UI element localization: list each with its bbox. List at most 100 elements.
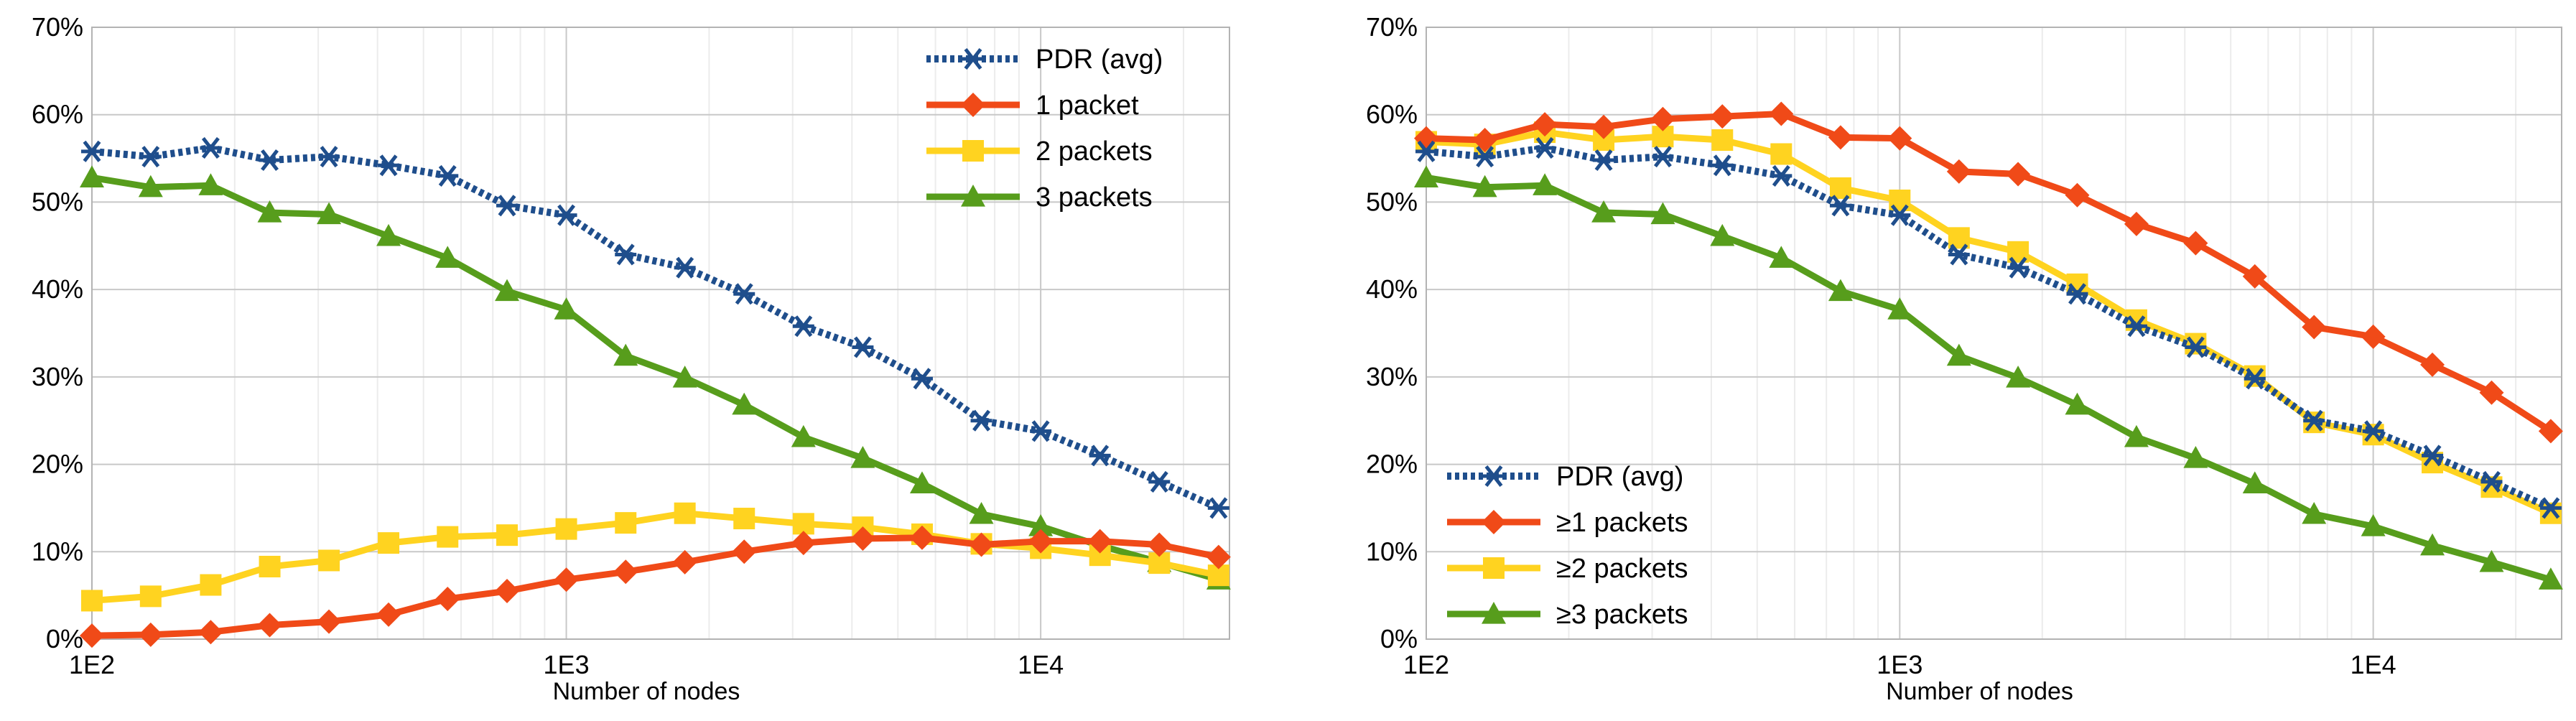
marker-star-4: [318, 146, 340, 168]
series-3: [1414, 165, 2563, 590]
marker-diamond-16: [1028, 529, 1054, 554]
marker-star-4: [1652, 146, 1674, 168]
marker-triangle-17: [2420, 533, 2445, 556]
marker-star-legend-0: [1483, 465, 1505, 488]
marker-star-12: [2125, 315, 2147, 338]
series-1: [80, 525, 1231, 648]
marker-square-7: [496, 524, 519, 546]
marker-star-2: [200, 136, 222, 159]
series-0: [81, 136, 1229, 519]
marker-triangle-14: [2242, 471, 2267, 493]
series-line: [1426, 174, 2552, 583]
marker-star-19: [2539, 497, 2562, 519]
legend-label: 3 packets: [1036, 182, 1153, 213]
marker-diamond-5: [376, 602, 401, 627]
marker-triangle-3: [1591, 200, 1617, 223]
marker-diamond-8: [1887, 126, 1912, 151]
marker-diamond-17: [2420, 352, 2445, 377]
marker-triangle-11: [732, 392, 757, 415]
marker-star-8: [1889, 204, 1911, 226]
marker-triangle-12: [791, 424, 816, 447]
marker-square-9: [615, 512, 637, 534]
marker-diamond-13: [850, 526, 875, 552]
marker-diamond-10: [2006, 162, 2031, 187]
marker-star-14: [2243, 368, 2266, 390]
marker-diamond-6: [1769, 101, 1794, 126]
marker-diamond-19: [1206, 544, 1231, 569]
marker-star-13: [852, 336, 874, 358]
marker-diamond-8: [554, 567, 579, 592]
marker-triangle-3: [257, 200, 282, 223]
legend-label: ≥3 packets: [1556, 600, 1688, 630]
marker-diamond-3: [1591, 114, 1617, 139]
marker-triangle-5: [376, 223, 401, 246]
marker-diamond-14: [909, 525, 934, 550]
x-tick-label: 1E4: [2351, 650, 2396, 679]
y-tick-label: 10%: [1366, 536, 1418, 566]
marker-square-1: [139, 585, 162, 608]
marker-triangle-legend-3: [1482, 602, 1506, 624]
x-tick-label: 1E2: [1403, 650, 1449, 679]
series-line: [91, 174, 1220, 583]
marker-star-9: [615, 243, 637, 266]
marker-square-11: [733, 508, 755, 530]
marker-star-10: [674, 256, 696, 279]
marker-triangle-5: [1710, 223, 1735, 246]
marker-square-legend-2: [962, 140, 984, 162]
marker-square-legend-2: [1483, 557, 1505, 579]
y-tick-label: 30%: [1366, 362, 1418, 391]
marker-triangle-16: [2361, 513, 2386, 536]
x-axis-label: Number of nodes: [1886, 678, 2073, 705]
y-tick-label: 70%: [1366, 12, 1418, 42]
x-tick-label: 1E3: [544, 650, 590, 679]
marker-diamond-16: [2361, 324, 2386, 349]
y-tick-label: 20%: [1366, 450, 1418, 479]
marker-star-9: [1948, 243, 1970, 266]
marker-diamond-17: [1087, 529, 1112, 554]
marker-star-19: [1207, 497, 1229, 519]
marker-star-15: [2303, 409, 2325, 432]
marker-star-6: [1770, 164, 1792, 187]
marker-diamond-2: [198, 620, 223, 645]
x-tick-label: 1E3: [1877, 650, 1922, 679]
marker-star-15: [970, 409, 992, 432]
marker-square-2: [200, 574, 222, 596]
marker-triangle-15: [969, 501, 994, 524]
marker-triangle-9: [613, 343, 638, 366]
marker-star-1: [139, 146, 162, 168]
marker-diamond-10: [672, 549, 697, 575]
marker-square-5: [378, 532, 400, 554]
marker-diamond-9: [613, 559, 638, 585]
marker-triangle-0: [1414, 165, 1438, 187]
y-tick-label: 50%: [32, 187, 83, 216]
marker-triangle-1: [1472, 175, 1497, 197]
marker-diamond-11: [732, 539, 757, 564]
marker-star-8: [555, 204, 577, 226]
x-tick-label: 1E2: [69, 650, 115, 679]
marker-triangle-14: [909, 471, 934, 493]
marker-star-18: [2480, 470, 2503, 493]
series-line: [1426, 144, 2552, 511]
marker-triangle-2: [198, 173, 223, 195]
y-tick-label: 30%: [32, 362, 83, 391]
marker-star-1: [1474, 146, 1496, 168]
marker-square-6: [437, 526, 459, 548]
marker-star-5: [1711, 154, 1734, 177]
marker-triangle-7: [495, 279, 520, 302]
marker-triangle-11: [2065, 392, 2090, 415]
marker-square-8: [555, 518, 577, 540]
plot-frame: [1426, 27, 2562, 640]
marker-diamond-2: [1533, 112, 1558, 137]
marker-triangle-19: [2538, 567, 2563, 590]
series-2: [81, 502, 1229, 612]
y-tick-label: 50%: [1366, 187, 1418, 216]
x-tick-label: 1E4: [1018, 650, 1064, 679]
legend-label: ≥1 packets: [1556, 508, 1688, 538]
legend-label: PDR (avg): [1556, 462, 1683, 492]
marker-square-6: [1770, 143, 1792, 165]
major-grid: [1426, 27, 2562, 640]
marker-triangle-10: [672, 366, 697, 388]
marker-star-10: [2007, 256, 2029, 279]
